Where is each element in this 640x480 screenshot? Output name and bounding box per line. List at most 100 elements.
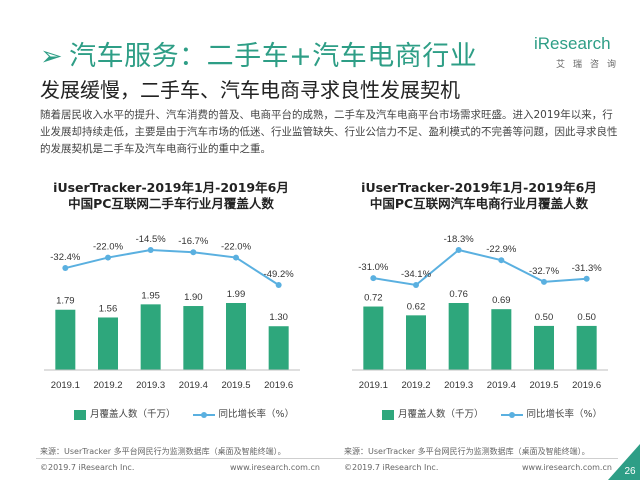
page-corner-triangle bbox=[608, 444, 640, 480]
growth-rate-point bbox=[190, 249, 197, 256]
chart-1-title-line1: iUserTracker-2019年1月-2019年6月 bbox=[53, 180, 289, 195]
growth-rate-label: -14.5% bbox=[136, 234, 167, 245]
chart-2-source: 来源：UserTracker 多平台网民行为监测数据库（桌面及智能终端）。 bbox=[344, 447, 590, 456]
growth-rate-line bbox=[65, 248, 280, 286]
growth-rate-label: -49.2% bbox=[264, 269, 295, 280]
bar-2019.4 bbox=[491, 309, 512, 370]
legend-bar-label: 月覆盖人数（千万） bbox=[90, 409, 176, 420]
bar-value-label: 1.90 bbox=[184, 292, 203, 303]
chart-2-plot: 0.72 2019.1 0.62 2019.2 0.76 2019.3 0.69 2019.4… bbox=[352, 234, 608, 391]
bar-2019.5 bbox=[226, 303, 246, 370]
bar-swatch-icon bbox=[74, 409, 86, 420]
chart-2-title: iUserTracker-2019年1月-2019年6月 中国PC互联网汽车电商… bbox=[348, 180, 610, 212]
growth-rate-label: -22.0% bbox=[93, 242, 124, 253]
x-tick-label: 2019.3 bbox=[444, 380, 473, 391]
growth-rate-label: -32.4% bbox=[50, 252, 81, 263]
footer-website-left: www.iresearch.com.cn bbox=[230, 463, 320, 472]
x-tick-label: 2019.5 bbox=[221, 380, 250, 391]
page-title: ➢ 汽车服务：二手车+汽车电商行业 bbox=[40, 34, 477, 73]
bar-2019.6 bbox=[268, 326, 289, 370]
bar-2019.4 bbox=[183, 306, 204, 370]
chart-1-source: 来源：UserTracker 多平台网民行为监测数据库（桌面及智能终端）。 bbox=[40, 447, 286, 456]
logo-subtitle: 艾瑞咨询 bbox=[556, 60, 625, 70]
bar-swatch-icon bbox=[382, 409, 394, 420]
page-number-badge: 26 bbox=[608, 444, 640, 480]
growth-rate-point bbox=[275, 282, 282, 288]
bar-value-label: 0.76 bbox=[449, 289, 468, 300]
growth-rate-point bbox=[413, 282, 419, 288]
x-tick-label: 2019.4 bbox=[487, 380, 516, 391]
legend-item-bar: 月覆盖人数（千万） bbox=[382, 406, 484, 420]
growth-rate-label: -34.1% bbox=[401, 269, 432, 280]
growth-rate-point bbox=[233, 254, 239, 261]
growth-rate-label: -32.7% bbox=[529, 266, 560, 277]
growth-rate-point bbox=[147, 247, 154, 253]
iresearch-logo: iResearch 艾瑞咨询 bbox=[526, 34, 626, 74]
growth-rate-point bbox=[62, 265, 69, 272]
bar-value-label: 1.56 bbox=[99, 303, 118, 314]
bar-value-label: 1.99 bbox=[227, 289, 246, 300]
arrow-bullet-icon: ➢ bbox=[40, 41, 64, 72]
bar-value-label: 1.95 bbox=[141, 290, 160, 301]
bar-value-label: 0.72 bbox=[364, 293, 383, 304]
x-tick-label: 2019.2 bbox=[401, 380, 430, 391]
bar-value-label: 0.69 bbox=[492, 295, 511, 306]
legend-line-label: 同比增长率（%） bbox=[526, 409, 603, 420]
bar-value-label: 0.50 bbox=[577, 312, 596, 323]
growth-rate-point bbox=[498, 257, 505, 264]
x-tick-label: 2019.6 bbox=[264, 380, 293, 391]
chart-2-title-line2: 中国PC互联网汽车电商行业月覆盖人数 bbox=[369, 196, 589, 211]
bar-value-label: 1.30 bbox=[269, 312, 288, 323]
line-swatch-icon bbox=[500, 411, 523, 418]
growth-rate-label: -31.0% bbox=[358, 262, 389, 273]
chart-1-legend: 月覆盖人数（千万） 同比增长率（%） bbox=[74, 406, 308, 420]
growth-rate-point bbox=[370, 275, 377, 282]
page-number: 26 bbox=[624, 466, 636, 477]
x-tick-label: 2019.2 bbox=[93, 380, 122, 391]
chart-2-legend: 月覆盖人数（千万） 同比增长率（%） bbox=[382, 406, 616, 420]
chart-1-plot: 1.79 2019.1 1.56 2019.2 1.95 2019.3 1.90 2019.4… bbox=[44, 234, 300, 391]
bar-2019.1 bbox=[55, 309, 76, 370]
growth-rate-line bbox=[373, 248, 587, 287]
legend-item-bar: 月覆盖人数（千万） bbox=[74, 406, 176, 420]
footer-website-right: www.iresearch.com.cn bbox=[522, 463, 612, 472]
growth-rate-point bbox=[455, 247, 462, 253]
bar-value-label: 0.62 bbox=[407, 301, 426, 312]
x-tick-label: 2019.1 bbox=[359, 380, 388, 391]
growth-rate-label: -16.7% bbox=[178, 236, 209, 247]
legend-line-label: 同比增长率（%） bbox=[218, 409, 295, 420]
growth-rate-label: -31.3% bbox=[572, 263, 603, 274]
growth-rate-point bbox=[541, 278, 547, 285]
chart-2-title-line1: iUserTracker-2019年1月-2019年6月 bbox=[361, 180, 597, 195]
chart-1-title: iUserTracker-2019年1月-2019年6月 中国PC互联网二手车行… bbox=[40, 180, 302, 212]
legend-bar-label: 月覆盖人数（千万） bbox=[398, 409, 484, 420]
x-tick-label: 2019.6 bbox=[572, 380, 601, 391]
bar-2019.2 bbox=[98, 317, 118, 370]
bar-2019.3 bbox=[448, 303, 469, 370]
growth-rate-label: -22.9% bbox=[486, 244, 517, 255]
growth-rate-label: -22.0% bbox=[221, 242, 252, 253]
footer-divider bbox=[36, 458, 618, 459]
legend-item-line: 同比增长率（%） bbox=[192, 406, 295, 420]
logo-wordmark: iResearch bbox=[534, 34, 611, 53]
legend-item-line: 同比增长率（%） bbox=[500, 406, 603, 420]
bar-2019.5 bbox=[534, 325, 554, 370]
footer-copyright-left: ©2019.7 iResearch Inc. bbox=[40, 463, 135, 472]
bar-2019.3 bbox=[140, 304, 161, 370]
bar-value-label: 1.79 bbox=[56, 296, 74, 307]
intro-paragraph: 随着居民收入水平的提升、汽车消费的普及、电商平台的成熟，二手车及汽车电商平台市场… bbox=[40, 109, 618, 155]
bar-2019.6 bbox=[576, 325, 597, 370]
line-swatch-icon bbox=[192, 411, 215, 418]
growth-rate-label: -18.3% bbox=[444, 234, 475, 245]
bar-value-label: 0.50 bbox=[535, 312, 554, 323]
page-subtitle: 发展缓慢，二手车、汽车电商寻求良性发展契机 bbox=[40, 78, 460, 102]
chart-1-title-line2: 中国PC互联网二手车行业月覆盖人数 bbox=[68, 196, 274, 211]
footer-copyright-right: ©2019.7 iResearch Inc. bbox=[344, 463, 439, 472]
x-tick-label: 2019.5 bbox=[529, 380, 558, 391]
bar-2019.2 bbox=[406, 315, 426, 370]
x-tick-label: 2019.1 bbox=[51, 380, 80, 391]
x-tick-label: 2019.4 bbox=[179, 380, 208, 391]
x-tick-label: 2019.3 bbox=[136, 380, 165, 391]
bar-2019.1 bbox=[363, 306, 384, 370]
page-title-text: 汽车服务：二手车+汽车电商行业 bbox=[69, 41, 478, 72]
